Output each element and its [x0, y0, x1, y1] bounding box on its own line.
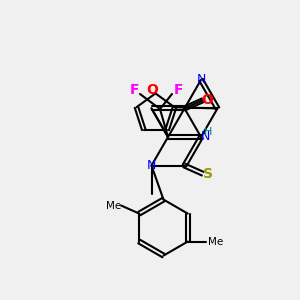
Text: S: S: [202, 167, 212, 181]
Text: H: H: [204, 127, 212, 137]
Text: F: F: [173, 83, 183, 97]
Text: N: N: [147, 159, 156, 172]
Text: N: N: [200, 130, 210, 143]
Text: O: O: [147, 83, 158, 98]
Text: N: N: [196, 73, 206, 86]
Text: O: O: [202, 93, 213, 107]
Text: F: F: [129, 83, 139, 97]
Text: Me: Me: [208, 237, 224, 247]
Text: Me: Me: [106, 201, 121, 211]
